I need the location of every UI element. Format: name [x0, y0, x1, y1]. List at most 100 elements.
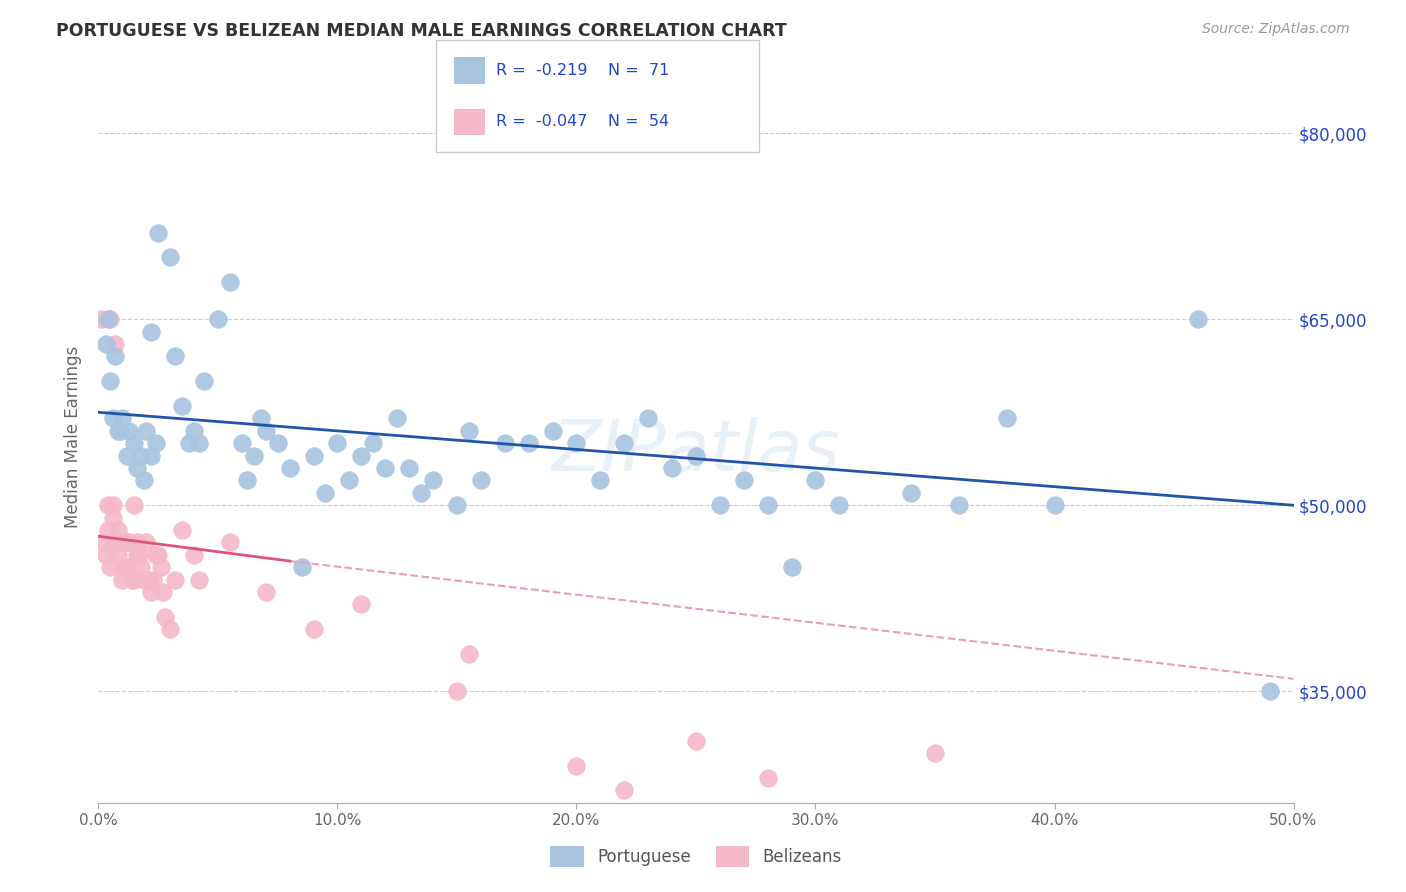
Point	[125, 535, 148, 549]
Point	[315, 486, 337, 500]
Point	[565, 758, 588, 772]
Point	[152, 585, 174, 599]
Point	[104, 350, 127, 364]
Point	[98, 374, 122, 388]
Point	[685, 449, 707, 463]
Point	[828, 498, 851, 512]
Point	[114, 560, 136, 574]
Legend: Portuguese, Belizeans: Portuguese, Belizeans	[541, 838, 851, 875]
Point	[183, 548, 205, 562]
Point	[446, 684, 468, 698]
Point	[187, 436, 209, 450]
Point	[179, 436, 201, 450]
Point	[422, 474, 444, 488]
Point	[139, 325, 162, 339]
Point	[350, 598, 373, 612]
Point	[124, 573, 146, 587]
Point	[780, 560, 803, 574]
Point	[132, 573, 155, 587]
Point	[398, 461, 420, 475]
Point	[131, 560, 153, 574]
Point	[302, 449, 325, 463]
Point	[187, 573, 209, 587]
Point	[108, 424, 131, 438]
Point	[541, 424, 564, 438]
Point	[235, 474, 257, 488]
Point	[108, 535, 131, 549]
Point	[207, 312, 229, 326]
Text: ZIPatlas: ZIPatlas	[551, 417, 841, 486]
Point	[900, 486, 922, 500]
Point	[374, 461, 396, 475]
Text: R =  -0.047    N =  54: R = -0.047 N = 54	[496, 114, 669, 129]
Point	[470, 474, 492, 488]
Point	[139, 585, 162, 599]
Point	[118, 535, 141, 549]
Point	[139, 449, 162, 463]
Point	[163, 350, 186, 364]
Point	[107, 523, 129, 537]
Point	[804, 474, 827, 488]
Point	[135, 424, 157, 438]
Point	[326, 436, 349, 450]
Point	[135, 535, 157, 549]
Text: R =  -0.219    N =  71: R = -0.219 N = 71	[496, 63, 669, 78]
Point	[142, 573, 165, 587]
Point	[458, 424, 481, 438]
Point	[1187, 312, 1209, 326]
Point	[115, 449, 138, 463]
Point	[124, 498, 146, 512]
Point	[94, 548, 117, 562]
Point	[107, 424, 129, 438]
Point	[613, 436, 636, 450]
Point	[159, 622, 181, 636]
Text: PORTUGUESE VS BELIZEAN MEDIAN MALE EARNINGS CORRELATION CHART: PORTUGUESE VS BELIZEAN MEDIAN MALE EARNI…	[56, 22, 787, 40]
Point	[145, 548, 167, 562]
Point	[163, 573, 186, 587]
Point	[145, 436, 167, 450]
Point	[115, 560, 138, 574]
Point	[124, 436, 146, 450]
Point	[148, 226, 170, 240]
Point	[385, 411, 409, 425]
Point	[91, 535, 114, 549]
Point	[183, 424, 205, 438]
Point	[291, 560, 314, 574]
Point	[250, 411, 273, 425]
Point	[101, 510, 124, 524]
Point	[254, 424, 277, 438]
Point	[111, 411, 134, 425]
Point	[589, 474, 612, 488]
Point	[948, 498, 970, 512]
Point	[302, 622, 325, 636]
Point	[108, 535, 131, 549]
Point	[446, 498, 468, 512]
Point	[98, 312, 122, 326]
Point	[148, 548, 170, 562]
Point	[149, 560, 172, 574]
Point	[613, 783, 636, 797]
Point	[97, 523, 120, 537]
Point	[172, 523, 194, 537]
Point	[685, 734, 707, 748]
Point	[350, 449, 373, 463]
Point	[756, 771, 779, 785]
Point	[90, 312, 112, 326]
Point	[278, 461, 301, 475]
Point	[219, 275, 242, 289]
Y-axis label: Median Male Earnings: Median Male Earnings	[65, 346, 83, 528]
Point	[121, 573, 143, 587]
Point	[339, 474, 361, 488]
Point	[97, 498, 120, 512]
Point	[159, 250, 181, 264]
Point	[193, 374, 215, 388]
Point	[243, 449, 266, 463]
Point	[995, 411, 1018, 425]
Point	[138, 573, 160, 587]
Point	[94, 337, 117, 351]
Point	[661, 461, 683, 475]
Point	[756, 498, 779, 512]
Point	[104, 337, 127, 351]
Point	[101, 411, 124, 425]
Point	[107, 548, 129, 562]
